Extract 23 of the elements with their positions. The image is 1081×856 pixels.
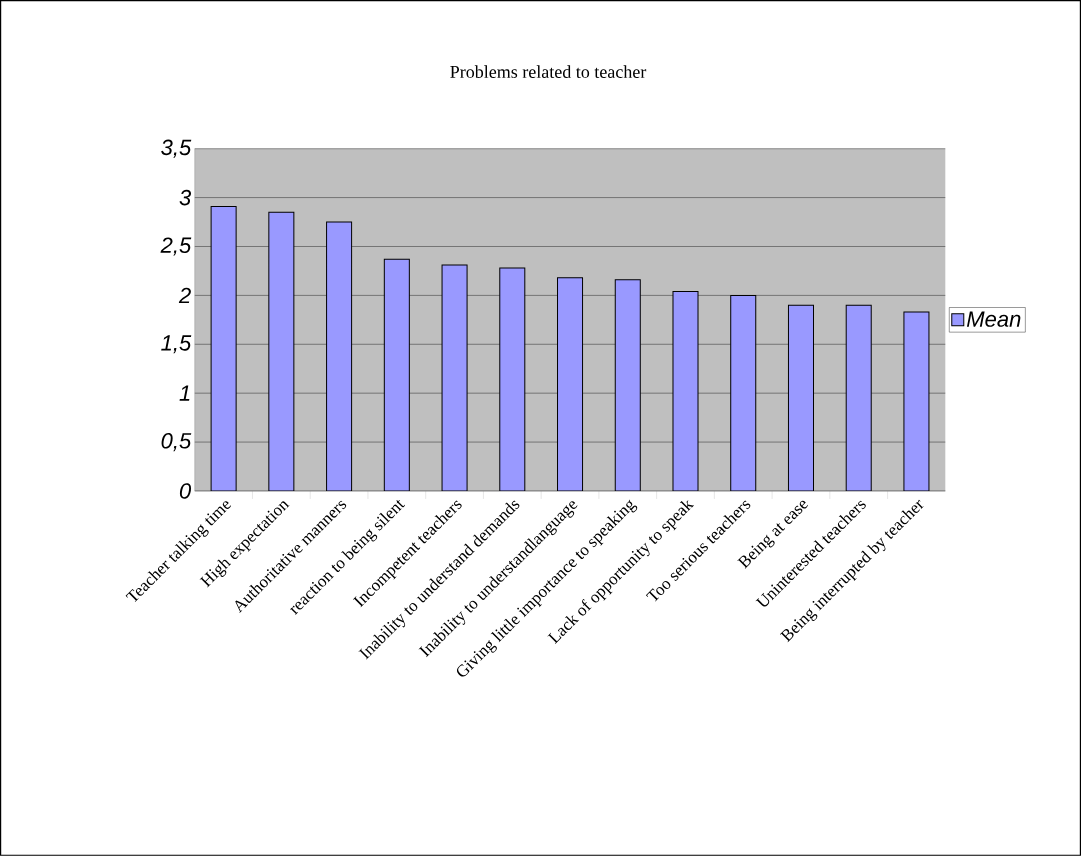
y-tick-label: 0 (179, 483, 192, 499)
bar (614, 279, 641, 492)
y-tick-label: 0,5 (161, 433, 192, 452)
y-tick-label: 2 (178, 287, 191, 304)
bar (672, 291, 699, 492)
y-tick-label: 1 (179, 385, 190, 401)
bar (499, 267, 526, 492)
bar (326, 221, 353, 492)
bar (557, 277, 584, 492)
bar (383, 258, 410, 492)
bar (730, 294, 757, 492)
bar (441, 264, 468, 492)
bar (903, 311, 930, 492)
bar (210, 205, 237, 492)
bar (268, 211, 295, 492)
y-tick-label: 3 (179, 189, 192, 206)
y-tick-label: 2,5 (160, 237, 192, 256)
y-tick-label: 1,5 (161, 335, 192, 354)
bar (845, 304, 872, 492)
bar (787, 304, 814, 492)
y-tick-label: 3,5 (161, 139, 192, 158)
legend-label: Mean (966, 311, 1021, 327)
chart-title: Problems related to teacher (450, 65, 647, 79)
